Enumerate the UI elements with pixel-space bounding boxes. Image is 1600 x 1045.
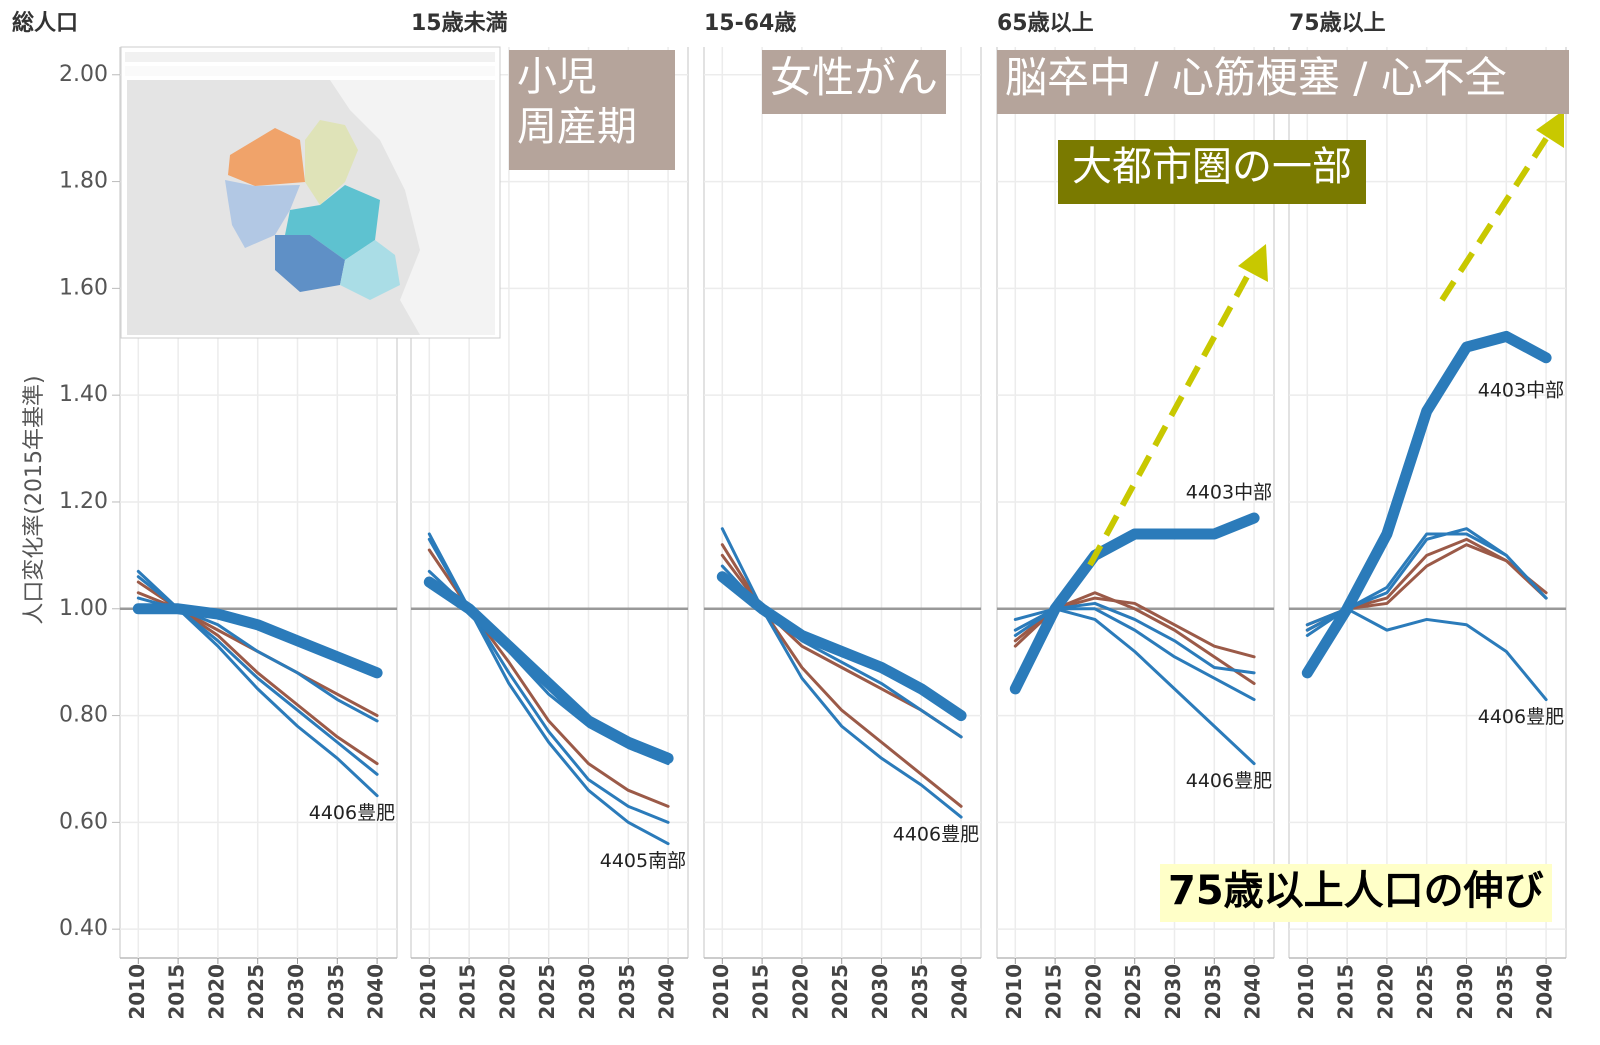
y-tick-label: 0.40 (59, 916, 108, 941)
y-tick-label: 2.00 (59, 62, 108, 87)
x-tick-label: 2035 (1493, 964, 1517, 1020)
annotation: 小児 周産期 (509, 50, 675, 170)
x-tick-label: 2010 (416, 964, 440, 1020)
panel-title: 総人口 (12, 10, 78, 36)
x-tick-label: 2030 (1453, 964, 1477, 1020)
annotation: 女性がん (762, 50, 946, 114)
x-tick-label: 2040 (1533, 964, 1557, 1020)
x-tick-label: 2030 (868, 964, 892, 1020)
x-tick-label: 2030 (1161, 964, 1185, 1020)
x-tick-label: 2025 (535, 964, 559, 1020)
line-label: 4403中部 (1186, 481, 1272, 503)
line-label: 4406豊肥 (309, 802, 395, 824)
line-label: 4406豊肥 (893, 824, 979, 846)
x-tick-label: 2015 (1334, 964, 1358, 1020)
panel-title: 65歳以上 (997, 11, 1094, 36)
y-tick-label: 1.20 (59, 489, 108, 514)
y-axis-title: 人口変化率(2015年基準) (22, 375, 47, 624)
x-tick-label: 2025 (244, 964, 268, 1020)
x-tick-label: 2040 (948, 964, 972, 1020)
x-tick-label: 2015 (456, 964, 480, 1020)
x-tick-label: 2030 (284, 964, 308, 1020)
panel-title: 15歳未満 (411, 10, 508, 36)
x-tick-label: 2035 (908, 964, 932, 1020)
y-tick-label: 1.60 (59, 275, 108, 300)
x-tick-label: 2020 (495, 964, 519, 1020)
x-tick-label: 2010 (125, 964, 149, 1020)
x-tick-label: 2020 (204, 964, 228, 1020)
x-tick-label: 2025 (1413, 964, 1437, 1020)
y-tick-label: 1.40 (59, 382, 108, 407)
x-tick-label: 2040 (655, 964, 679, 1020)
y-tick-label: 1.80 (59, 169, 108, 194)
panel-title: 15-64歳 (704, 11, 796, 36)
panel-title: 75歳以上 (1289, 11, 1386, 36)
annotation: 大都市圏の一部 (1058, 140, 1366, 204)
x-tick-label: 2020 (1081, 964, 1105, 1020)
annotation: 脳卒中 / 心筋梗塞 / 心不全 (997, 50, 1569, 114)
line-label: 4406豊肥 (1186, 770, 1272, 792)
line-label: 4403中部 (1478, 379, 1564, 401)
line-label: 4405南部 (600, 850, 686, 872)
x-tick-label: 2020 (1373, 964, 1397, 1020)
y-tick-label: 1.00 (59, 596, 108, 621)
map-inset (121, 47, 500, 338)
y-tick-label: 0.60 (59, 809, 108, 834)
x-tick-label: 2030 (575, 964, 599, 1020)
x-tick-label: 2040 (364, 964, 388, 1020)
x-tick-label: 2015 (1042, 964, 1066, 1020)
x-tick-label: 2015 (749, 964, 773, 1020)
x-tick-label: 2040 (1241, 964, 1265, 1020)
x-tick-label: 2035 (1201, 964, 1225, 1020)
x-tick-label: 2035 (615, 964, 639, 1020)
line-label: 4406豊肥 (1478, 706, 1564, 728)
x-tick-label: 2025 (1121, 964, 1145, 1020)
x-tick-label: 2035 (324, 964, 348, 1020)
x-tick-label: 2010 (1294, 964, 1318, 1020)
x-tick-label: 2010 (1002, 964, 1026, 1020)
x-tick-label: 2010 (709, 964, 733, 1020)
y-tick-label: 0.80 (59, 703, 108, 728)
annotation: 75歳以上人口の伸び (1160, 864, 1552, 922)
x-tick-label: 2015 (165, 964, 189, 1020)
screen: 総人口 0.40 0.60 0.80 1.00 1.20 1.40 1.60 1.80 2.00 2… (0, 0, 1600, 1045)
x-tick-label: 2020 (788, 964, 812, 1020)
x-tick-label: 2025 (828, 964, 852, 1020)
